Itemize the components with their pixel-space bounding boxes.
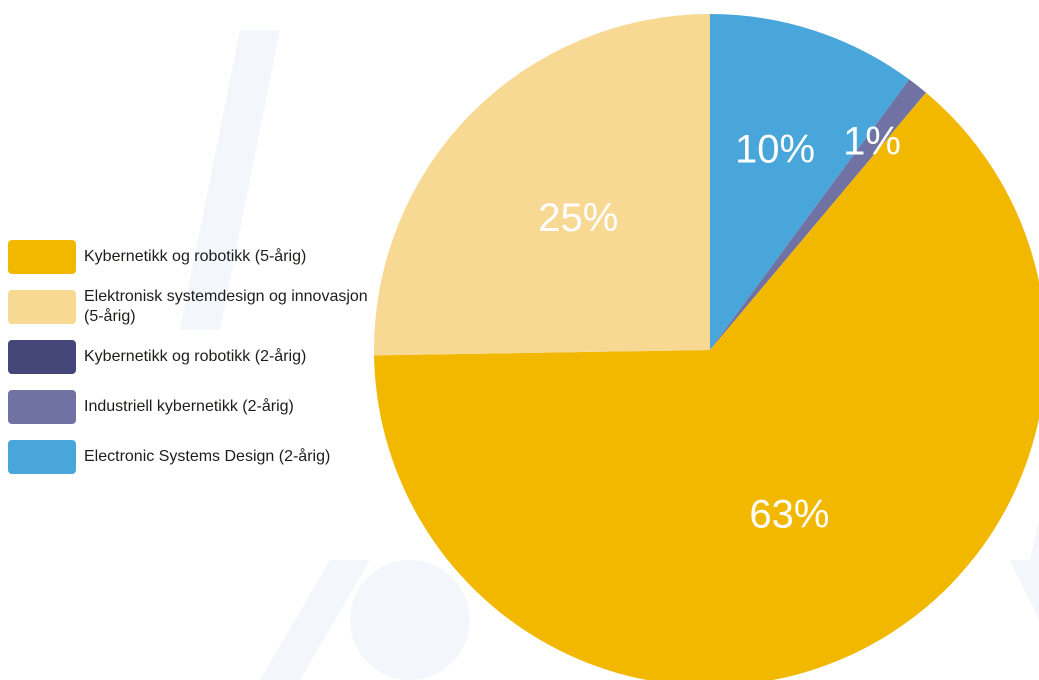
legend-item: Electronic Systems Design (2-årig) — [8, 432, 368, 482]
pie-slice — [374, 92, 1039, 680]
legend-label: Kybernetikk og robotikk (2-årig) — [84, 348, 307, 365]
slice-label: 63% — [749, 492, 829, 536]
legend-label: Elektronisk systemdesign og innovasjon (… — [84, 288, 368, 325]
pie-slice — [710, 14, 910, 350]
legend-item: Kybernetikk og robotikk (5-årig) — [8, 232, 368, 282]
legend-item: Elektronisk systemdesign og innovasjon (… — [8, 282, 368, 332]
pie-slice — [374, 14, 710, 356]
legend-swatch — [8, 340, 76, 374]
slice-label: 1% — [843, 120, 901, 164]
chart-legend: Kybernetikk og robotikk (5-årig) Elektro… — [8, 232, 368, 482]
legend-swatch — [8, 390, 76, 424]
slice-label: 10% — [735, 128, 815, 172]
legend-swatch — [8, 440, 76, 474]
legend-label: Kybernetikk og robotikk (5-årig) — [84, 248, 307, 265]
legend-label: Electronic Systems Design (2-årig) — [84, 448, 331, 465]
slice-label: 25% — [538, 196, 618, 240]
legend-swatch — [8, 290, 76, 324]
legend-item: Industriell kybernetikk (2-årig) — [8, 382, 368, 432]
legend-label: Industriell kybernetikk (2-årig) — [84, 398, 294, 415]
pie-slice — [710, 79, 926, 350]
legend-item: Kybernetikk og robotikk (2-årig) — [8, 332, 368, 382]
legend-swatch — [8, 240, 76, 274]
